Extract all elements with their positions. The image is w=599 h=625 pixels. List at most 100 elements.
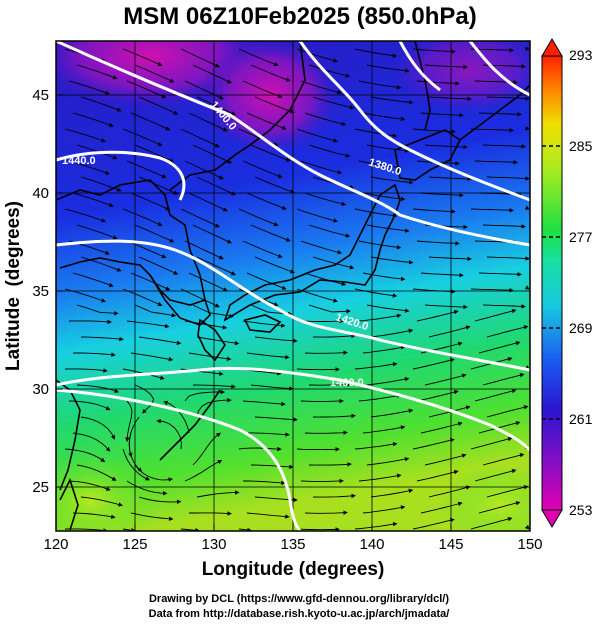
- streamline-arrow: [470, 516, 513, 530]
- streamline-arrow: [354, 441, 398, 450]
- coast-china-south: [56, 379, 81, 491]
- streamline-arrow: [300, 398, 344, 404]
- y-axis: 45 40 35 30 25 Latitude (degrees): [3, 87, 63, 496]
- credit-drawing: Drawing by DCL (https://www.gfd-dennou.o…: [149, 593, 449, 605]
- coast-kyushu: [197, 318, 226, 362]
- colorbar-tick-label: 253: [569, 502, 593, 518]
- streamline-arrow: [300, 318, 344, 324]
- colorbar-tick-label: 261: [569, 411, 593, 427]
- streamline-arrow: [134, 384, 155, 414]
- streamline-arrow: [80, 256, 122, 272]
- streamline-arrow: [366, 376, 410, 386]
- streamline-arrow: [250, 64, 291, 82]
- streamline-arrow: [354, 128, 398, 138]
- streamline-arrow: [192, 432, 221, 466]
- streamline-arrow: [76, 64, 118, 80]
- coast-hokkaido: [394, 129, 462, 181]
- coast-honshu: [223, 183, 401, 322]
- streamline-arrow: [72, 112, 114, 128]
- streamline-arrow: [362, 345, 406, 354]
- contour-label-1460: 1460.0: [330, 377, 364, 389]
- streamline-arrow: [420, 112, 464, 118]
- streamline-arrow: [362, 272, 406, 282]
- streamline-arrow: [482, 373, 525, 386]
- streamline-arrow: [366, 144, 410, 153]
- colorbar-gradient: [541, 55, 563, 511]
- streamline-arrow: [122, 48, 163, 67]
- streamline-arrow: [428, 176, 472, 182]
- streamline-arrow: [242, 400, 286, 407]
- streamline-arrow: [72, 272, 114, 288]
- streamline-arrow: [64, 368, 108, 373]
- streamline-arrow: [196, 176, 236, 196]
- streamline-arrow: [184, 459, 223, 482]
- streamline-arrow: [412, 48, 456, 54]
- streamline-arrow: [308, 304, 351, 314]
- streamline-arrow: [370, 488, 414, 498]
- streamline-arrow: [304, 510, 348, 515]
- streamline-arrow: [184, 389, 226, 402]
- streamline-arrow: [296, 48, 338, 63]
- streamline-arrow: [482, 304, 526, 309]
- streamline-arrow: [362, 425, 406, 434]
- streamline-arrow: [184, 240, 224, 260]
- contour-1380: [298, 41, 530, 202]
- contour-1460: [56, 366, 530, 452]
- streamline-arrow: [64, 208, 106, 223]
- streamline-arrow: [358, 80, 402, 90]
- streamline-arrow: [122, 448, 151, 481]
- streamline-arrow: [412, 208, 456, 214]
- streamline-arrow: [370, 328, 414, 338]
- coast-taiwan: [59, 477, 79, 531]
- streamline-arrow: [73, 352, 116, 357]
- streamline-arrow: [470, 436, 513, 450]
- streamline-arrow: [238, 446, 282, 452]
- x-axis: 120 125 130 135 140 145 150 Longitude (d…: [43, 524, 543, 580]
- streamline-arrow: [358, 160, 402, 170]
- streamline-arrow: [180, 288, 220, 308]
- streamline-arrow: [134, 464, 173, 482]
- streamline-arrow: [76, 384, 120, 393]
- streamline-arrow: [354, 361, 398, 370]
- coast-ryukyu: [159, 389, 221, 461]
- streamline-arrow: [126, 480, 168, 496]
- streamline-arrow: [428, 405, 471, 418]
- streamline-arrow: [130, 512, 174, 522]
- streamline-arrow: [300, 240, 343, 255]
- streamline-arrow: [64, 128, 106, 143]
- plot-area: 1400.0 1440.0 1380.0 1420.0 1460.0: [56, 41, 530, 531]
- colorbar-max-triangle: [541, 38, 563, 57]
- streamline-arrow: [138, 496, 182, 504]
- streamline-arrow: [250, 224, 291, 242]
- coastlines: [56, 41, 530, 531]
- cold-core-east: [390, 41, 530, 115]
- streamline-arrow: [238, 527, 252, 531]
- streamline-arrow: [358, 473, 402, 482]
- coast-korea: [149, 274, 211, 326]
- streamline-arrow: [300, 80, 343, 95]
- streamline-arrow: [134, 144, 175, 163]
- streamline-arrow: [312, 493, 356, 499]
- streamline-arrow: [354, 48, 398, 58]
- streamline-arrow: [156, 418, 182, 450]
- streamline-arrow: [304, 192, 347, 206]
- height-contours: [56, 41, 530, 531]
- streamline-arrow: [188, 192, 228, 212]
- cold-core-center: [200, 41, 340, 155]
- streamline-arrow: [246, 192, 287, 210]
- streamline-arrow: [474, 468, 517, 482]
- streamline-arrow: [362, 505, 406, 514]
- streamline-arrow: [308, 382, 352, 387]
- colorbar-tick-label: 285: [569, 138, 593, 154]
- streamline-arrow: [76, 304, 119, 316]
- streamline-arrow: [64, 528, 108, 531]
- streamline-arrow: [130, 112, 171, 131]
- streamline-arrow: [486, 405, 529, 418]
- streamline-arrow: [428, 485, 471, 498]
- streamline-arrow: [366, 64, 410, 73]
- streamline-arrow: [370, 176, 414, 185]
- coast-russia: [169, 41, 306, 191]
- streamline-arrow: [420, 501, 463, 514]
- streamline-arrow: [428, 96, 472, 102]
- streamline-arrow: [238, 48, 279, 67]
